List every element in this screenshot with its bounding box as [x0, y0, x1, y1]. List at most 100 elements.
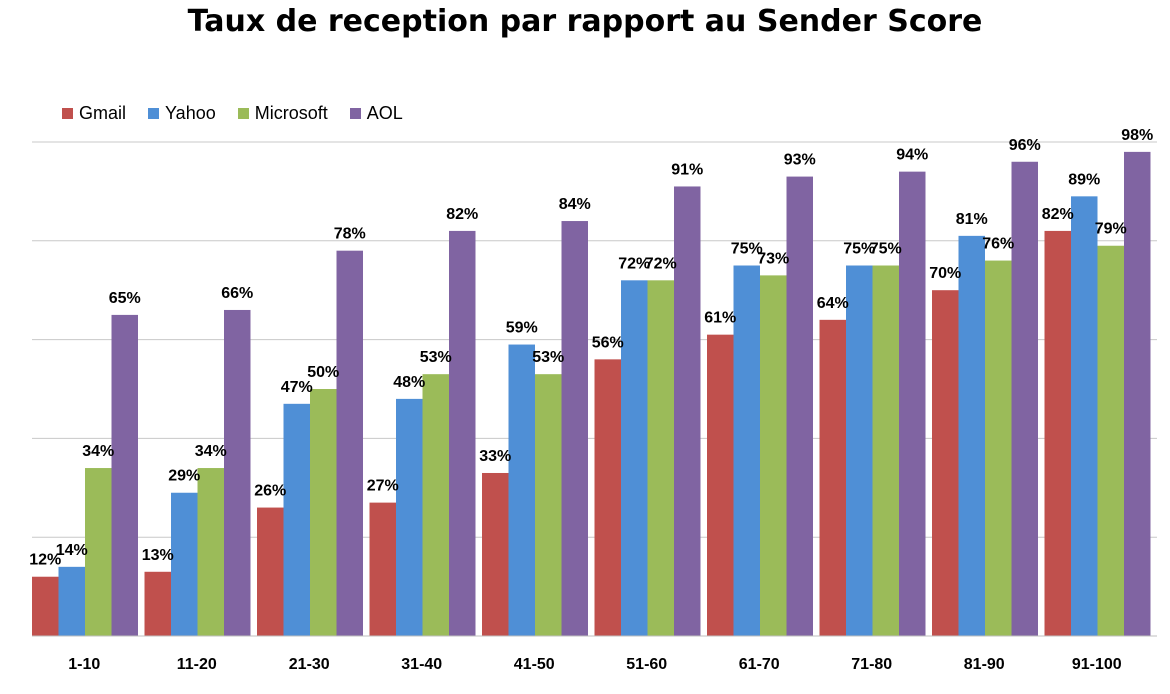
data-label: 29% — [168, 468, 200, 485]
data-label: 61% — [704, 310, 736, 327]
x-tick-label: 61-70 — [739, 656, 780, 673]
bar-microsoft-81-90 — [985, 260, 1012, 636]
data-label: 50% — [307, 364, 339, 381]
data-label: 93% — [784, 152, 816, 169]
data-label: 34% — [82, 443, 114, 460]
data-label: 91% — [671, 161, 703, 178]
data-label: 84% — [559, 196, 591, 213]
x-tick-label: 31-40 — [401, 656, 442, 673]
bar-yahoo-51-60 — [621, 280, 648, 636]
x-tick-label: 1-10 — [68, 656, 100, 673]
data-label: 81% — [956, 211, 988, 228]
bar-aol-31-40 — [449, 230, 476, 637]
bar-yahoo-91-100 — [1071, 196, 1098, 636]
bar-microsoft-41-50 — [535, 374, 562, 636]
legend-label: AOL — [366, 103, 403, 123]
data-label: 89% — [1068, 171, 1100, 188]
data-label: 66% — [221, 285, 253, 302]
bar-microsoft-91-100 — [1097, 245, 1124, 637]
bar-gmail-91-100 — [1044, 230, 1071, 637]
bar-yahoo-81-90 — [958, 235, 985, 637]
data-label: 56% — [592, 334, 624, 351]
data-label: 13% — [142, 547, 174, 564]
bar-aol-51-60 — [674, 186, 701, 636]
data-label: 72% — [645, 255, 677, 272]
legend-label: Gmail — [79, 103, 127, 123]
bar-microsoft-61-70 — [760, 275, 787, 636]
bar-yahoo-31-40 — [396, 398, 423, 636]
data-label: 65% — [109, 290, 141, 307]
bar-yahoo-1-10 — [58, 566, 85, 636]
data-label: 82% — [446, 206, 478, 223]
bar-gmail-51-60 — [594, 359, 621, 636]
bar-aol-71-80 — [899, 171, 926, 636]
bar-yahoo-11-20 — [171, 492, 198, 636]
bar-yahoo-41-50 — [508, 344, 535, 636]
data-label: 48% — [393, 374, 425, 391]
data-label: 27% — [367, 478, 399, 495]
data-label: 53% — [532, 349, 564, 366]
bar-microsoft-31-40 — [422, 374, 449, 636]
data-label: 34% — [195, 443, 227, 460]
legend-item: Microsoft — [237, 103, 328, 124]
bar-microsoft-71-80 — [872, 265, 899, 636]
bar-gmail-61-70 — [707, 334, 734, 636]
x-tick-label: 91-100 — [1072, 656, 1122, 673]
data-label: 59% — [506, 320, 538, 337]
bar-aol-61-70 — [786, 176, 813, 636]
data-label: 64% — [817, 295, 849, 312]
bar-gmail-31-40 — [369, 502, 396, 636]
bar-gmail-21-30 — [257, 507, 284, 636]
data-label: 82% — [1042, 206, 1074, 223]
data-label: 70% — [929, 265, 961, 282]
x-tick-label: 41-50 — [514, 656, 555, 673]
bar-gmail-71-80 — [819, 319, 846, 636]
legend-swatch — [62, 108, 73, 119]
x-tick-label: 51-60 — [626, 656, 667, 673]
legend-item: Gmail — [62, 103, 126, 124]
x-tick-label: 81-90 — [964, 656, 1005, 673]
bar-yahoo-61-70 — [733, 265, 760, 636]
legend-swatch — [148, 108, 160, 119]
data-label: 72% — [618, 255, 650, 272]
data-label: 75% — [731, 241, 763, 258]
bar-gmail-81-90 — [932, 290, 959, 636]
legend-item: Yahoo — [148, 103, 216, 124]
legend-swatch — [349, 108, 361, 119]
data-label: 53% — [420, 349, 452, 366]
bar-microsoft-11-20 — [197, 468, 224, 636]
data-label: 94% — [896, 147, 928, 164]
legend: Gmail Yahoo Microsoft AOL — [62, 103, 403, 124]
data-label: 33% — [479, 448, 511, 465]
x-tick-label: 21-30 — [289, 656, 330, 673]
bar-aol-91-100 — [1124, 151, 1151, 636]
data-label: 14% — [56, 542, 88, 559]
bar-aol-11-20 — [224, 309, 251, 636]
data-label: 47% — [281, 379, 313, 396]
data-label: 73% — [757, 250, 789, 267]
bar-aol-21-30 — [336, 250, 363, 636]
bar-yahoo-21-30 — [283, 403, 310, 636]
data-label: 75% — [843, 241, 875, 258]
bar-microsoft-21-30 — [310, 389, 337, 636]
bar-gmail-11-20 — [144, 571, 171, 636]
bar-yahoo-71-80 — [846, 265, 873, 636]
legend-item: AOL — [349, 103, 403, 124]
data-label: 79% — [1095, 221, 1127, 238]
x-tick-label: 11-20 — [177, 656, 217, 673]
data-label: 76% — [982, 236, 1014, 253]
bar-microsoft-1-10 — [85, 468, 112, 636]
data-label: 98% — [1121, 127, 1153, 144]
x-tick-label: 71-80 — [851, 656, 892, 673]
legend-label: Yahoo — [165, 103, 216, 123]
data-label: 78% — [334, 226, 366, 243]
chart-title: Taux de reception par rapport au Sender … — [187, 4, 983, 39]
bar-aol-41-50 — [561, 221, 588, 637]
bar-gmail-41-50 — [482, 472, 509, 636]
legend-label: Microsoft — [254, 103, 328, 123]
bar-microsoft-51-60 — [647, 280, 674, 636]
bar-aol-1-10 — [111, 314, 138, 636]
data-label: 26% — [254, 483, 286, 500]
legend-swatch — [237, 108, 249, 119]
